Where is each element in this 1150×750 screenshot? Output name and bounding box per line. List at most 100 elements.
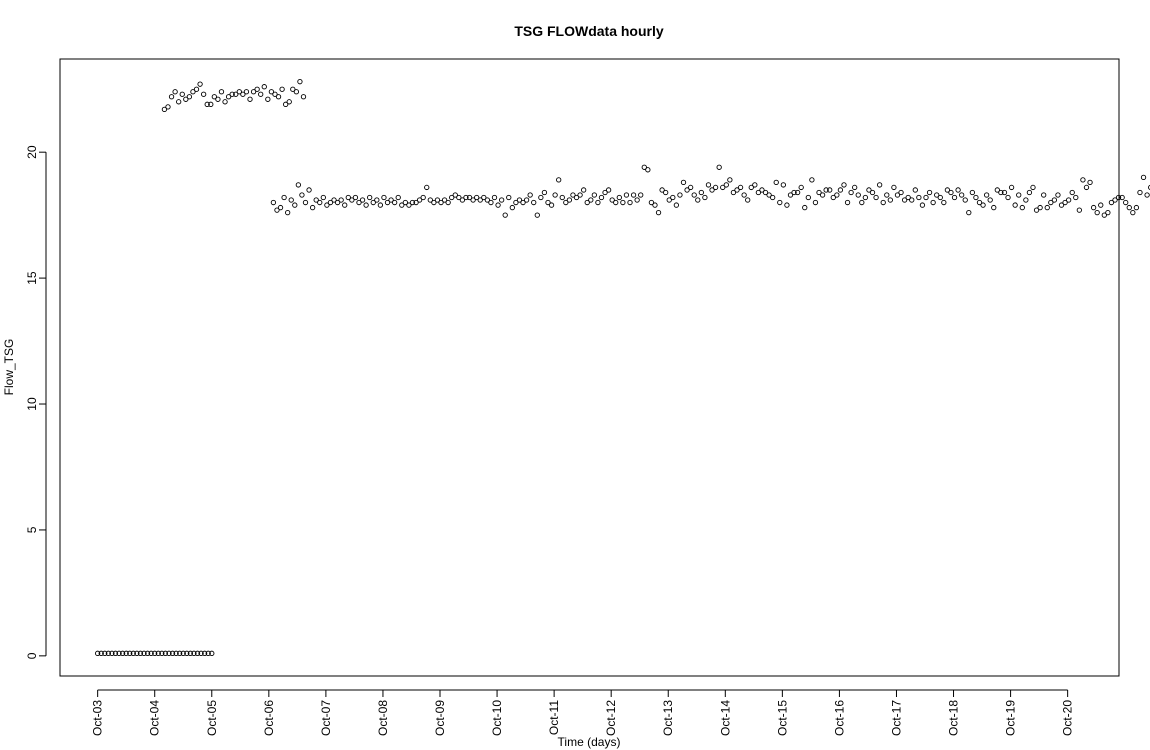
data-point bbox=[1144, 192, 1150, 198]
data-point bbox=[495, 202, 501, 208]
data-point bbox=[152, 650, 158, 656]
y-tick-label: 5 bbox=[25, 526, 39, 533]
data-point bbox=[1133, 204, 1140, 211]
data-point bbox=[591, 192, 597, 198]
y-axis: 0 5 10 15 20 bbox=[25, 145, 47, 659]
data-point bbox=[1148, 184, 1150, 191]
data-point bbox=[381, 194, 387, 201]
data-point bbox=[991, 204, 997, 211]
data-point bbox=[523, 197, 530, 203]
data-point bbox=[177, 650, 183, 656]
data-point bbox=[926, 189, 933, 196]
data-point bbox=[595, 199, 601, 206]
data-point bbox=[552, 192, 558, 198]
data-point bbox=[909, 197, 915, 203]
data-point bbox=[320, 194, 326, 201]
data-point bbox=[281, 194, 287, 201]
data-point bbox=[159, 650, 165, 656]
data-point bbox=[887, 197, 893, 203]
data-point bbox=[1012, 202, 1018, 208]
data-point bbox=[748, 184, 754, 191]
data-point bbox=[602, 189, 608, 196]
data-point bbox=[605, 187, 612, 193]
data-point bbox=[187, 650, 194, 656]
data-point bbox=[293, 89, 300, 95]
data-point bbox=[1073, 194, 1079, 201]
data-point bbox=[802, 204, 808, 211]
data-point bbox=[406, 202, 412, 208]
data-point bbox=[367, 194, 373, 201]
data-point bbox=[193, 86, 200, 92]
data-point bbox=[841, 182, 847, 188]
data-point bbox=[869, 189, 876, 196]
data-point bbox=[898, 189, 904, 196]
data-point bbox=[225, 94, 232, 100]
data-point bbox=[317, 199, 323, 206]
data-point bbox=[880, 199, 886, 206]
data-point bbox=[211, 94, 217, 100]
data-point bbox=[180, 650, 186, 656]
data-point bbox=[268, 89, 275, 95]
data-point bbox=[134, 650, 140, 656]
data-point bbox=[302, 199, 309, 206]
data-point bbox=[695, 197, 701, 203]
data-point bbox=[534, 212, 540, 218]
data-point bbox=[184, 650, 190, 656]
data-point bbox=[324, 202, 330, 208]
data-point bbox=[481, 194, 487, 201]
data-point bbox=[466, 194, 473, 201]
data-point bbox=[313, 197, 319, 203]
data-point bbox=[194, 650, 201, 656]
y-tick-label: 10 bbox=[25, 397, 39, 411]
data-point bbox=[948, 189, 954, 196]
data-point bbox=[613, 199, 619, 206]
data-point bbox=[197, 81, 203, 87]
data-point bbox=[477, 197, 483, 203]
data-point bbox=[538, 194, 544, 201]
data-point bbox=[787, 192, 794, 198]
data-point bbox=[1033, 207, 1040, 213]
data-point bbox=[709, 187, 715, 193]
data-point bbox=[338, 197, 344, 203]
data-point bbox=[148, 650, 154, 656]
data-point bbox=[441, 197, 448, 203]
data-point bbox=[1037, 204, 1043, 211]
data-point bbox=[798, 184, 804, 191]
plot-frame bbox=[59, 58, 1120, 677]
data-point bbox=[663, 189, 669, 196]
data-point bbox=[955, 187, 961, 193]
data-point bbox=[452, 192, 458, 198]
data-point bbox=[1030, 184, 1036, 191]
data-point bbox=[215, 96, 221, 102]
data-point bbox=[1098, 202, 1104, 208]
data-point bbox=[388, 197, 394, 203]
data-point bbox=[891, 184, 897, 191]
data-point bbox=[823, 187, 829, 193]
data-point bbox=[516, 197, 523, 203]
data-point bbox=[356, 199, 362, 206]
data-point bbox=[759, 187, 765, 193]
data-point bbox=[208, 101, 214, 107]
data-point bbox=[980, 202, 986, 208]
data-point bbox=[300, 94, 307, 100]
x-tick-label: Oct-03 bbox=[91, 700, 105, 736]
data-point bbox=[445, 199, 451, 206]
data-point bbox=[183, 96, 189, 102]
x-tick-label: Oct-18 bbox=[947, 700, 961, 736]
x-tick-label: Oct-13 bbox=[661, 700, 675, 736]
data-point bbox=[198, 650, 204, 656]
data-point bbox=[702, 194, 708, 201]
data-point bbox=[852, 184, 858, 191]
data-point bbox=[165, 104, 171, 110]
data-point bbox=[127, 650, 133, 656]
data-point bbox=[855, 192, 861, 198]
data-point bbox=[229, 91, 235, 97]
data-point bbox=[1048, 199, 1054, 206]
data-point bbox=[805, 194, 811, 201]
data-point bbox=[809, 177, 815, 183]
data-point bbox=[1105, 209, 1111, 216]
data-point bbox=[670, 194, 676, 201]
data-point bbox=[272, 91, 278, 97]
data-point bbox=[247, 96, 253, 102]
